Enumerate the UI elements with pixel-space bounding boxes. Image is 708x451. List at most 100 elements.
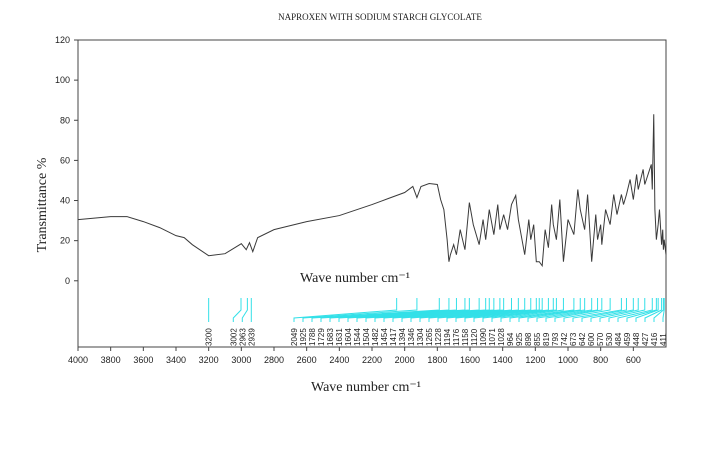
peak-marker bbox=[241, 298, 248, 322]
peak-label: 642 bbox=[578, 332, 587, 346]
peak-marker bbox=[635, 298, 659, 322]
peak-label: 1304 bbox=[416, 328, 425, 346]
peak-label: 1158 bbox=[461, 328, 470, 346]
peak-label: 3200 bbox=[205, 328, 214, 346]
x-tick-label: 2400 bbox=[329, 355, 349, 365]
peak-label: 459 bbox=[623, 332, 632, 346]
x-tick-label: 1800 bbox=[427, 355, 447, 365]
spectrum-line bbox=[77, 114, 667, 268]
peak-marker bbox=[500, 298, 564, 322]
y-tick-label: 20 bbox=[60, 236, 70, 246]
peak-label: 1090 bbox=[479, 328, 488, 346]
peak-marker bbox=[608, 298, 646, 322]
peak-label: 600 bbox=[587, 332, 596, 346]
peak-label: 1346 bbox=[407, 328, 416, 346]
x-tick-label: 800 bbox=[593, 355, 608, 365]
peak-label: 1788 bbox=[308, 328, 317, 346]
peak-marker bbox=[653, 298, 664, 322]
peak-label: 1604 bbox=[344, 328, 353, 346]
peak-marker bbox=[590, 298, 634, 322]
annotation: Wave number cm⁻¹ bbox=[300, 271, 410, 286]
peak-label: 742 bbox=[560, 332, 569, 346]
peak-marker bbox=[383, 298, 495, 322]
y-tick-label: 80 bbox=[60, 115, 70, 125]
peak-marker bbox=[401, 298, 505, 322]
peak-label: 530 bbox=[605, 332, 614, 346]
peak-label: 1925 bbox=[299, 328, 308, 346]
y-tick-label: 40 bbox=[60, 196, 70, 206]
y-tick-label: 120 bbox=[55, 35, 70, 45]
peak-marker bbox=[392, 298, 501, 322]
peak-marker bbox=[545, 298, 599, 322]
peak-marker bbox=[662, 298, 665, 322]
peak-marker bbox=[617, 298, 653, 322]
peak-label: 1394 bbox=[398, 328, 407, 346]
peak-marker bbox=[644, 298, 663, 322]
x-tick-label: 1400 bbox=[493, 355, 513, 365]
peak-label: 964 bbox=[506, 332, 515, 346]
x-tick-label: 2000 bbox=[395, 355, 415, 365]
peak-marker bbox=[347, 298, 470, 322]
x-tick-label: 2200 bbox=[362, 355, 382, 365]
y-tick-label: 60 bbox=[60, 155, 70, 165]
y-axis-label: Transmittance % bbox=[35, 157, 50, 252]
peak-label: 793 bbox=[551, 332, 560, 346]
peak-marker bbox=[554, 298, 603, 322]
y-tick-label: 100 bbox=[55, 75, 70, 85]
peak-marker bbox=[419, 298, 519, 322]
peak-label: 1454 bbox=[380, 328, 389, 346]
peak-label: 1631 bbox=[335, 328, 344, 346]
x-tick-label: 3200 bbox=[199, 355, 219, 365]
peak-marker bbox=[428, 298, 526, 322]
peak-label: 898 bbox=[524, 332, 533, 346]
peak-label: 1729 bbox=[317, 328, 326, 346]
peak-marker bbox=[311, 298, 440, 322]
peak-label: 1028 bbox=[497, 328, 506, 346]
peak-marker bbox=[329, 298, 457, 322]
peak-label: 819 bbox=[542, 332, 551, 346]
peak-label: 448 bbox=[632, 332, 641, 346]
peak-marker bbox=[302, 298, 418, 322]
peak-marker bbox=[572, 298, 622, 322]
peak-label: 1071 bbox=[488, 328, 497, 346]
peak-marker bbox=[232, 298, 242, 322]
x-tick-label: 3000 bbox=[231, 355, 251, 365]
peak-label: 673 bbox=[569, 332, 578, 346]
peak-marker bbox=[599, 298, 639, 322]
peak-label: 855 bbox=[533, 332, 542, 346]
chart-title: NAPROXEN WITH SODIUM STARCH GLYCOLATE bbox=[278, 12, 482, 22]
peak-label: 1194 bbox=[443, 328, 452, 346]
peak-marker bbox=[518, 298, 581, 322]
peak-marker bbox=[293, 298, 398, 322]
peak-label: 2939 bbox=[247, 328, 256, 346]
peak-marker bbox=[437, 298, 532, 322]
peak-label: 484 bbox=[614, 332, 623, 346]
peak-label: 1265 bbox=[425, 328, 434, 346]
peak-marker bbox=[581, 298, 627, 322]
x-tick-label: 4000 bbox=[68, 355, 88, 365]
peak-label: 1544 bbox=[353, 328, 362, 346]
peak-marker bbox=[482, 298, 554, 322]
peak-marker bbox=[320, 298, 450, 322]
x-tick-label: 1000 bbox=[558, 355, 578, 365]
x-tick-label: 3600 bbox=[133, 355, 153, 365]
peak-marker bbox=[410, 298, 512, 322]
peak-label: 3002 bbox=[229, 328, 238, 346]
peak-label: 1504 bbox=[362, 328, 371, 346]
peak-marker bbox=[527, 298, 586, 322]
x-axis-label: Wave number cm⁻¹ bbox=[311, 380, 421, 395]
peak-label: 1482 bbox=[371, 328, 380, 346]
x-tick-label: 3800 bbox=[101, 355, 121, 365]
peak-marker bbox=[626, 298, 657, 322]
peak-label: 1228 bbox=[434, 328, 443, 346]
peak-label: 2963 bbox=[238, 328, 247, 346]
peak-label: 1176 bbox=[452, 328, 461, 346]
peak-marker bbox=[536, 298, 593, 322]
x-tick-label: 2800 bbox=[264, 355, 284, 365]
peak-marker bbox=[464, 298, 543, 322]
peak-marker bbox=[563, 298, 611, 322]
peak-label: 1683 bbox=[326, 328, 335, 346]
peak-marker bbox=[473, 298, 549, 322]
peak-marker bbox=[455, 298, 540, 322]
